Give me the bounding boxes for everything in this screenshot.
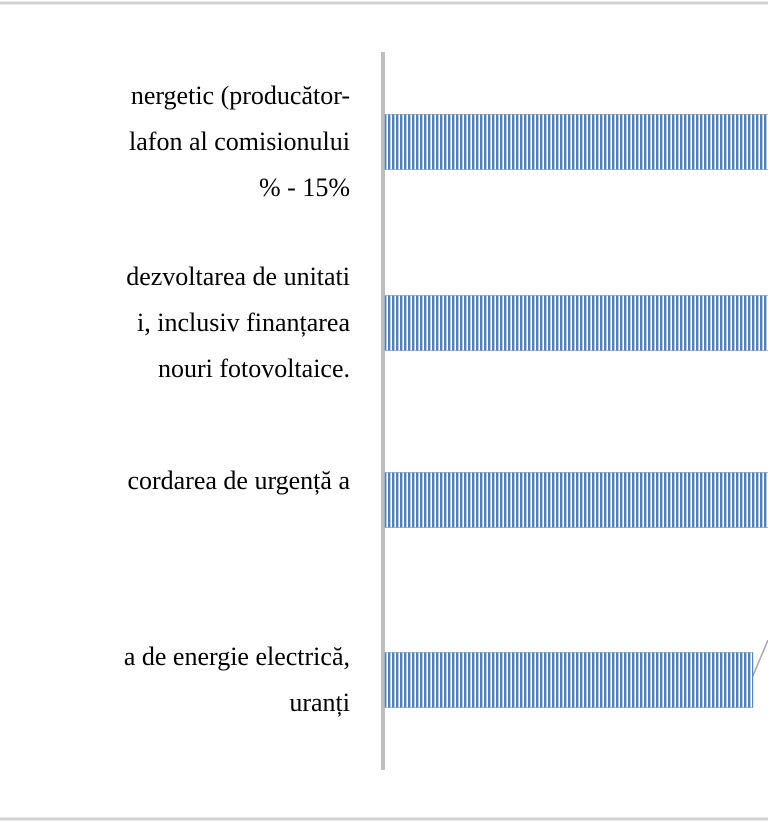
bar <box>384 652 754 708</box>
bar <box>384 114 768 170</box>
category-label: dezvoltarea de unitati i, inclusiv finan… <box>126 262 350 383</box>
category-label: cordarea de urgență a <box>127 466 350 495</box>
bar <box>384 472 768 528</box>
bar <box>384 295 768 351</box>
category-label: nergetic (producător- lafon al comisionu… <box>129 81 350 202</box>
leader-line <box>751 639 768 679</box>
category-label: a de energie electrică, uranți <box>123 642 350 717</box>
